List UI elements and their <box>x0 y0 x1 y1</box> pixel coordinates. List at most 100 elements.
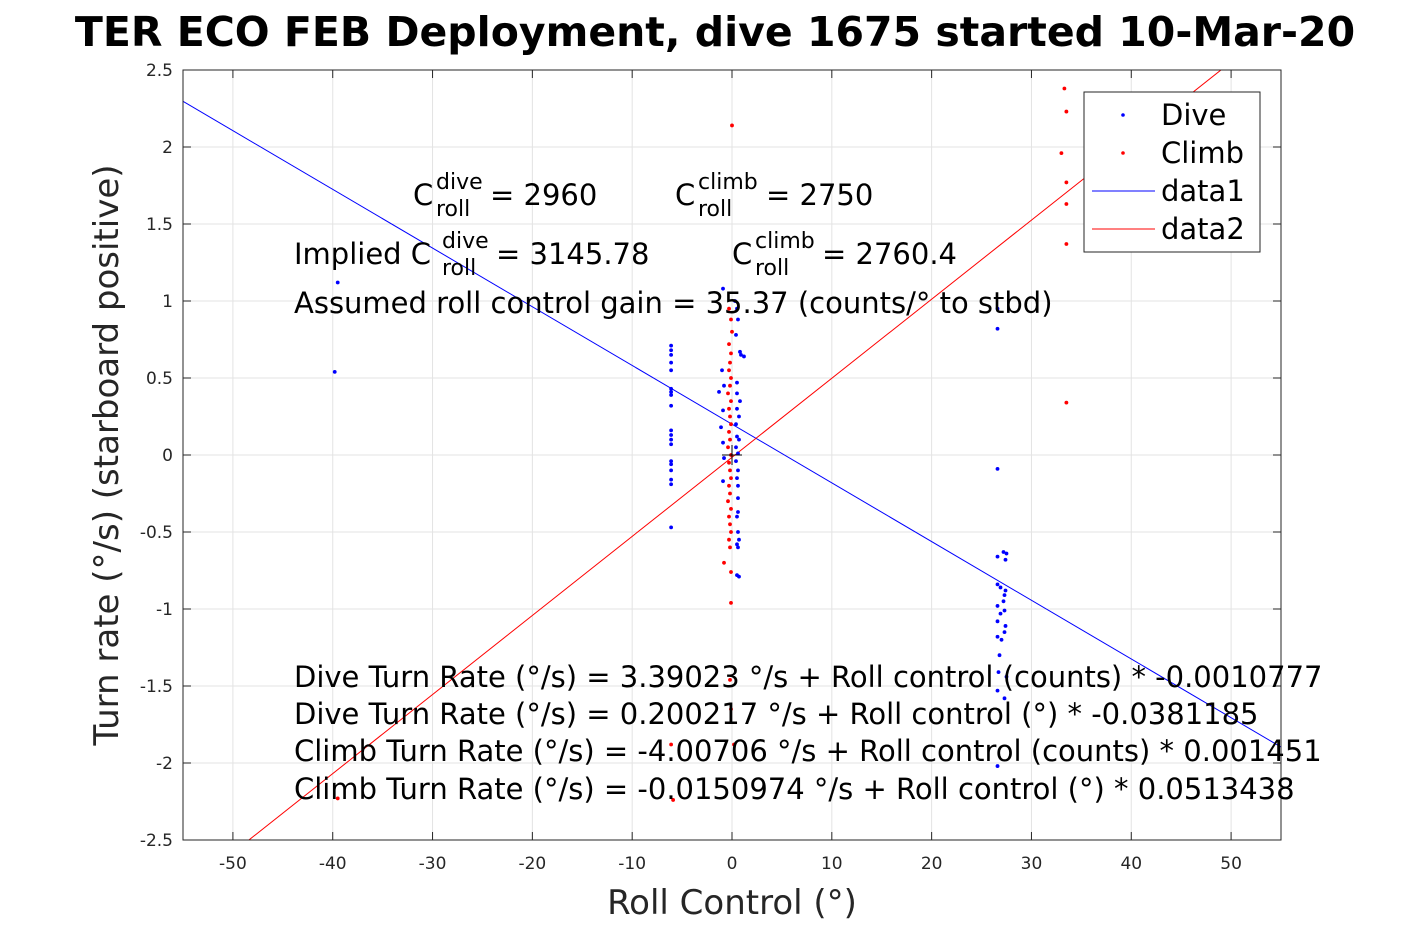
implied-climb-value: = 2760.4 <box>822 237 957 271</box>
point-dive <box>332 369 337 374</box>
point-dive <box>736 530 740 534</box>
implied-dive-prefix: Implied C <box>294 237 431 271</box>
point-climb <box>727 406 731 411</box>
point-dive <box>995 326 1000 331</box>
x-tick-label: -50 <box>219 854 247 874</box>
c-roll-dive-prefix: C <box>413 178 433 212</box>
legend: Dive Climb data1 data2 <box>1083 91 1261 253</box>
implied-dive-annotation: Implied C dive roll = 3145.78 <box>294 229 649 281</box>
scatter-points <box>332 86 1069 802</box>
c-roll-climb-annotation: C climb roll = 2750 <box>675 170 873 222</box>
x-tick-label: 40 <box>1120 854 1142 874</box>
point-dive <box>739 353 743 357</box>
c-roll-dive-sub: roll <box>436 197 470 222</box>
x-tick-label: -30 <box>419 854 447 874</box>
y-tick-label: 1.5 <box>146 215 173 235</box>
y-axis-label: Turn rate (°/s) (starboard positive) <box>87 164 127 746</box>
x-tick-label: -40 <box>319 854 347 874</box>
point-dive <box>717 389 721 394</box>
point-climb <box>729 530 733 534</box>
point-climb <box>1059 151 1064 156</box>
y-tick-label: 0 <box>162 446 173 466</box>
point-climb <box>728 437 732 442</box>
c-roll-dive-sup: dive <box>436 170 483 195</box>
point-dive <box>669 343 674 348</box>
point-dive <box>669 393 674 397</box>
point-climb <box>729 507 733 511</box>
point-dive <box>737 574 741 579</box>
point-climb <box>728 414 732 419</box>
x-tick-label: 30 <box>1021 854 1043 874</box>
point-climb <box>727 483 731 488</box>
point-climb <box>728 491 732 496</box>
point-climb <box>727 342 731 347</box>
point-dive <box>1001 599 1006 604</box>
point-dive <box>733 299 737 303</box>
point-dive <box>669 459 674 464</box>
point-dive <box>669 368 674 373</box>
point-climb <box>727 460 731 465</box>
point-dive <box>1002 593 1007 598</box>
point-dive <box>736 451 740 456</box>
point-climb <box>726 499 730 504</box>
point-climb <box>728 468 732 473</box>
point-climb <box>729 570 733 574</box>
point-climb <box>729 707 733 711</box>
implied-dive-sub: roll <box>442 256 476 281</box>
point-dive <box>995 582 1000 587</box>
point-climb <box>727 306 731 311</box>
point-climb <box>729 399 733 403</box>
point-dive <box>735 542 739 547</box>
point-dive <box>995 619 1000 624</box>
implied-climb-sub: roll <box>755 256 789 281</box>
x-tick-label: -10 <box>618 854 646 874</box>
y-tick-label: 2 <box>162 138 173 158</box>
point-dive <box>735 306 739 311</box>
point-dive <box>335 280 340 285</box>
point-dive <box>738 399 742 403</box>
point-dive <box>1004 551 1009 556</box>
point-dive <box>719 425 723 430</box>
c-roll-climb-sup: climb <box>698 170 758 195</box>
implied-climb-sup: climb <box>755 229 815 254</box>
legend-box <box>1083 91 1261 253</box>
x-axis-label: Roll Control (°) <box>607 883 857 923</box>
point-climb <box>729 376 733 380</box>
point-climb <box>728 677 732 682</box>
point-dive <box>734 445 738 450</box>
y-tick-label: 2.5 <box>146 61 173 81</box>
point-climb <box>730 123 734 128</box>
y-tick-label: -1.5 <box>140 677 173 697</box>
y-tick-label: 1 <box>162 292 173 312</box>
point-dive <box>1003 557 1008 562</box>
legend-label-dive: Dive <box>1161 98 1226 132</box>
point-dive <box>736 545 740 550</box>
point-climb <box>726 391 730 396</box>
point-dive <box>736 468 740 473</box>
point-climb <box>727 537 731 542</box>
y-tick-label: -1 <box>156 600 173 620</box>
point-climb <box>1064 400 1069 405</box>
c-roll-dive-annotation: C dive roll = 2960 <box>413 170 597 222</box>
point-dive <box>721 286 725 291</box>
point-dive <box>995 306 1000 311</box>
x-tick-label: 20 <box>921 854 943 874</box>
c-roll-climb-sub: roll <box>698 197 732 222</box>
point-dive <box>1002 608 1007 613</box>
y-tick-label: -2 <box>156 754 173 774</box>
point-climb <box>729 476 733 480</box>
fit-equation-climb-counts: Climb Turn Rate (°/s) = -4.00706 °/s + R… <box>294 734 1322 768</box>
point-climb <box>732 742 736 747</box>
point-dive <box>669 433 674 437</box>
point-climb <box>1064 242 1069 246</box>
point-climb <box>727 514 731 519</box>
implied-dive-sup: dive <box>442 229 489 254</box>
point-dive <box>734 332 738 337</box>
implied-climb-prefix: C <box>732 237 752 271</box>
point-dive <box>669 389 674 394</box>
legend-swatch-climb <box>1121 151 1125 155</box>
point-climb <box>1064 109 1069 114</box>
point-dive <box>742 354 746 359</box>
point-dive <box>1003 588 1008 593</box>
